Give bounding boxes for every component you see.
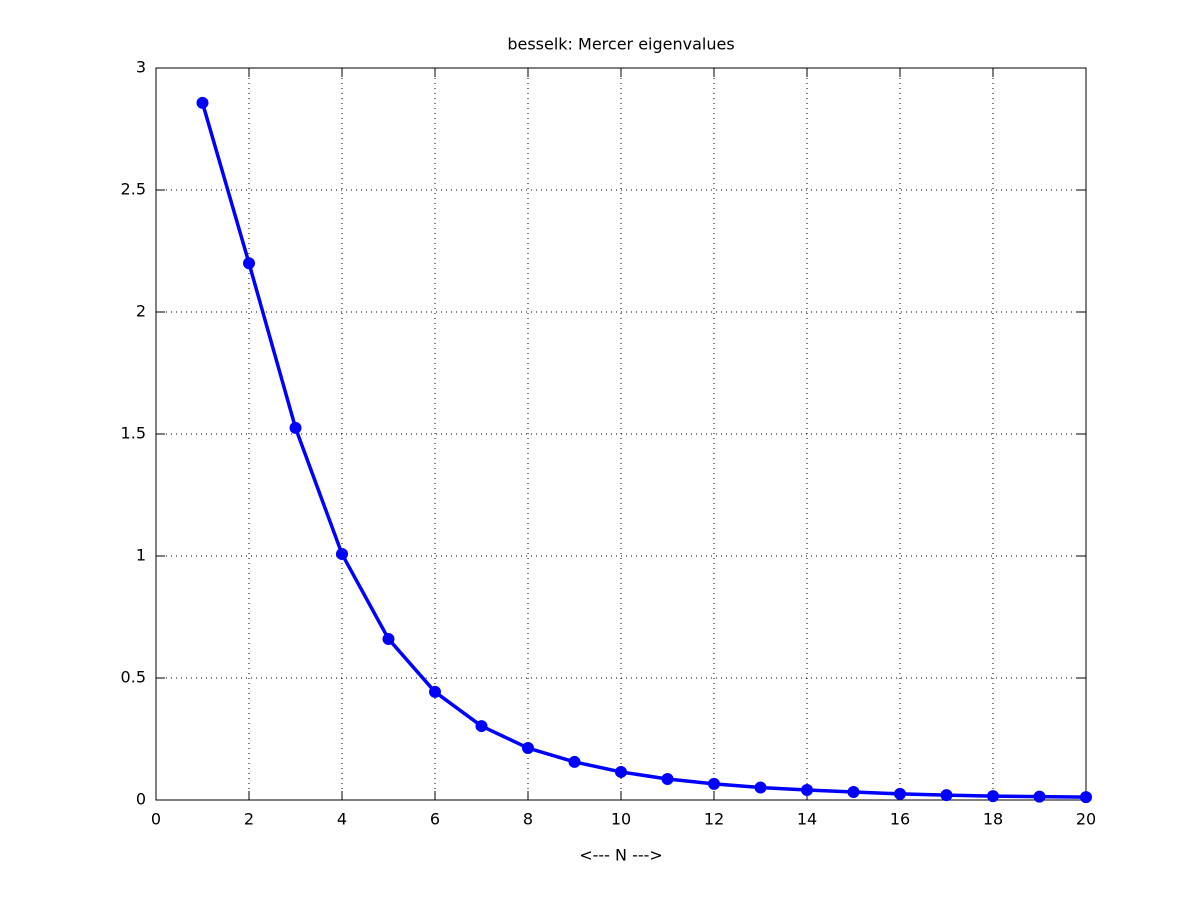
data-point (987, 790, 999, 803)
data-point (475, 720, 488, 733)
x-axis-label: <--- N ---> (579, 846, 663, 865)
data-point (429, 685, 441, 698)
y-tick-label: 2 (136, 302, 146, 321)
y-tick-label: 1 (136, 546, 146, 565)
x-tick-label: 12 (704, 810, 724, 829)
data-point (801, 783, 813, 796)
x-tick-label: 0 (151, 810, 161, 829)
x-tick-label: 8 (523, 810, 533, 829)
data-point (847, 785, 860, 798)
data-point (615, 765, 627, 778)
data-point (336, 548, 348, 561)
y-tick-label: 1.5 (121, 424, 146, 443)
data-point (243, 257, 255, 270)
x-tick-label: 6 (430, 810, 440, 829)
data-point (754, 781, 767, 794)
x-tick-label: 14 (797, 810, 817, 829)
data-point (894, 787, 906, 800)
data-point (522, 742, 534, 755)
data-point (568, 755, 581, 768)
x-tick-label: 20 (1076, 810, 1096, 829)
chart-title: besselk: Mercer eigenvalues (507, 35, 734, 54)
data-point (940, 789, 953, 802)
data-point (1080, 791, 1092, 804)
x-tick-label: 2 (244, 810, 254, 829)
data-point (196, 96, 209, 109)
x-tick-label: 10 (611, 810, 631, 829)
data-point (1033, 790, 1046, 803)
data-point (289, 421, 302, 434)
x-tick-label: 16 (890, 810, 910, 829)
data-line (200, 102, 1087, 799)
data-point (382, 632, 395, 645)
x-tick-label: 4 (337, 810, 347, 829)
x-tick-label: 18 (983, 810, 1003, 829)
plot-frame (155, 67, 1087, 801)
y-tick-label: 0.5 (121, 668, 146, 687)
y-tick-label: 2.5 (121, 180, 146, 199)
y-tick-label: 3 (136, 58, 146, 77)
data-point (661, 773, 674, 786)
y-tick-label: 0 (136, 790, 146, 809)
data-point (708, 777, 720, 790)
